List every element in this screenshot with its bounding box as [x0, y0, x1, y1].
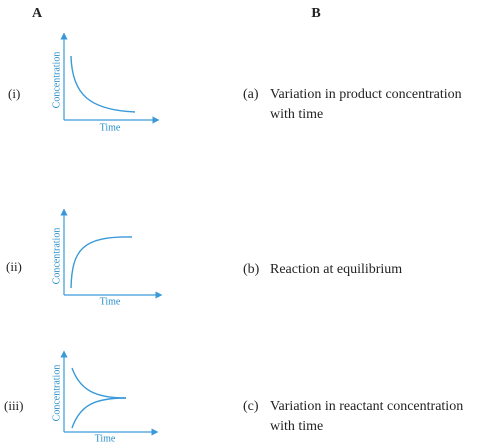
option-label: (a) — [243, 87, 259, 102]
option-label: (b) — [243, 262, 260, 277]
graph — [60, 350, 159, 436]
option-label: (c) — [243, 399, 259, 414]
column-heading: A — [32, 6, 43, 21]
graph — [60, 32, 160, 124]
option-text: Reaction at equilibrium — [270, 262, 402, 277]
y-axis-label: Concentration — [51, 52, 62, 109]
x-axis-label: Time — [95, 433, 116, 444]
option-text: Variation in reactant concentration — [270, 399, 463, 414]
option-text: with time — [270, 107, 323, 122]
graph — [60, 208, 163, 299]
x-axis-label: Time — [100, 122, 121, 133]
option-text: with time — [270, 419, 323, 434]
row-label: (ii) — [6, 259, 22, 274]
row-label: (i) — [8, 86, 20, 101]
x-axis-label: Time — [100, 296, 121, 307]
row-label: (iii) — [4, 398, 24, 413]
column-heading: B — [311, 6, 320, 21]
y-axis-label: Concentration — [51, 365, 62, 422]
option-text: Variation in product concentration — [270, 87, 462, 102]
y-axis-label: Concentration — [51, 228, 62, 285]
